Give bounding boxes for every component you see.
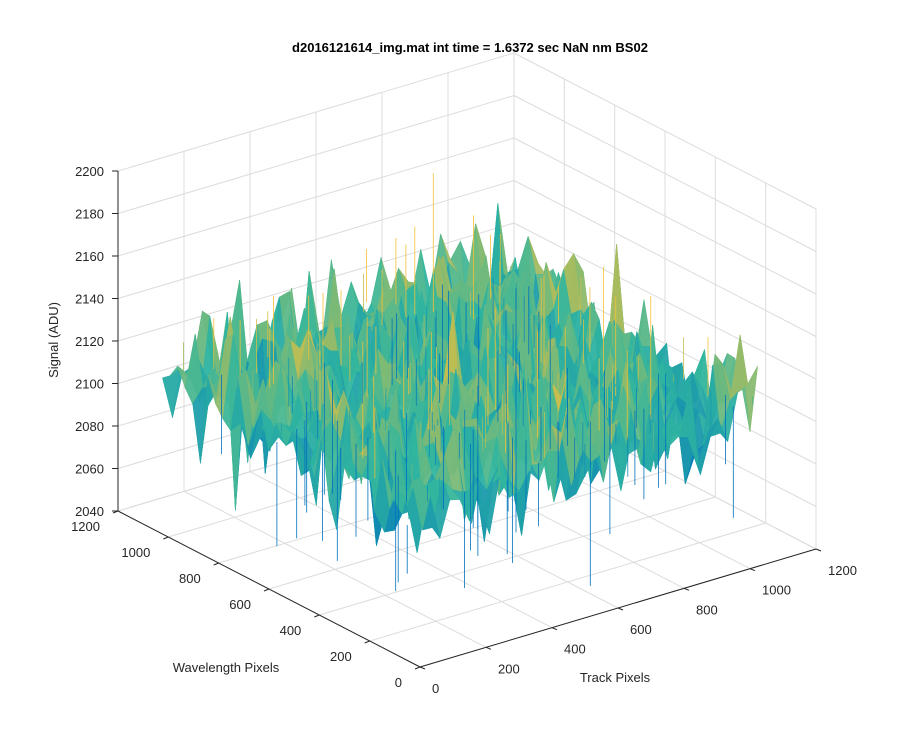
grid-line — [117, 222, 515, 342]
x-tick-label: 1000 — [762, 583, 791, 598]
axis-lines — [112, 170, 822, 670]
y-tick-label: 1000 — [121, 545, 150, 560]
y-tick-mark — [314, 614, 320, 618]
grid-line — [117, 52, 515, 172]
x-tick-mark — [617, 607, 624, 611]
grid-line — [513, 180, 817, 337]
y-tick-label: 400 — [280, 623, 302, 638]
chart-title: d2016121614_img.mat int time = 1.6372 se… — [292, 40, 648, 55]
z-tick-label: 2120 — [75, 334, 104, 349]
y-tick-label: 0 — [395, 675, 402, 690]
z-tick-label: 2060 — [75, 462, 104, 477]
z-tick-label: 2080 — [75, 419, 104, 434]
y-tick-mark — [213, 562, 219, 566]
x-tick-label: 1200 — [828, 563, 857, 578]
z-tick-label: 2160 — [75, 249, 104, 264]
x-tick-label: 200 — [498, 661, 520, 676]
grid-line — [513, 222, 817, 380]
y-tick-label: 600 — [229, 597, 251, 612]
y-tick-mark — [414, 666, 421, 670]
y-tick-label: 1200 — [71, 519, 100, 534]
x-tick-label: 800 — [696, 602, 718, 617]
grid-line — [268, 470, 666, 590]
z-tick-label: 2040 — [75, 504, 104, 519]
grid-line — [319, 496, 716, 616]
y-tick-mark — [263, 588, 270, 592]
y-tick-label: 800 — [179, 571, 201, 586]
x-tick-label: 400 — [564, 642, 586, 657]
x-tick-mark — [485, 646, 492, 650]
x-tick-mark — [683, 587, 690, 591]
z-tick-label: 2200 — [75, 164, 104, 179]
tick-labels: 0 200 400 600 800 1000 1200 0 200 400 600 800 1000 12… — [71, 164, 857, 696]
x-tick-label: 600 — [630, 622, 652, 637]
grid-line — [117, 137, 515, 257]
grid-line — [369, 522, 766, 642]
grid-line — [117, 95, 515, 214]
x-axis-label: Track Pixels — [580, 670, 651, 685]
surface-mesh — [162, 173, 758, 592]
y-tick-mark — [163, 536, 169, 540]
grid-line — [513, 137, 817, 295]
y-tick-label: 200 — [330, 649, 352, 664]
x-tick-mark — [815, 548, 822, 552]
grid-line — [513, 52, 817, 210]
z-tick-label: 2140 — [75, 292, 104, 307]
grid-line — [117, 180, 515, 299]
x-tick-mark — [749, 568, 756, 572]
y-tick-mark — [364, 640, 370, 644]
z-tick-label: 2180 — [75, 207, 104, 222]
z-tick-label: 2100 — [75, 377, 104, 392]
x-tick-label: 0 — [432, 681, 439, 696]
z-axis-label: Signal (ADU) — [46, 302, 61, 378]
grid-line — [513, 95, 817, 252]
y-axis-label: Wavelength Pixels — [173, 660, 280, 675]
surface-patch — [412, 477, 431, 530]
x-tick-mark — [419, 666, 426, 670]
x-tick-mark — [551, 627, 558, 631]
